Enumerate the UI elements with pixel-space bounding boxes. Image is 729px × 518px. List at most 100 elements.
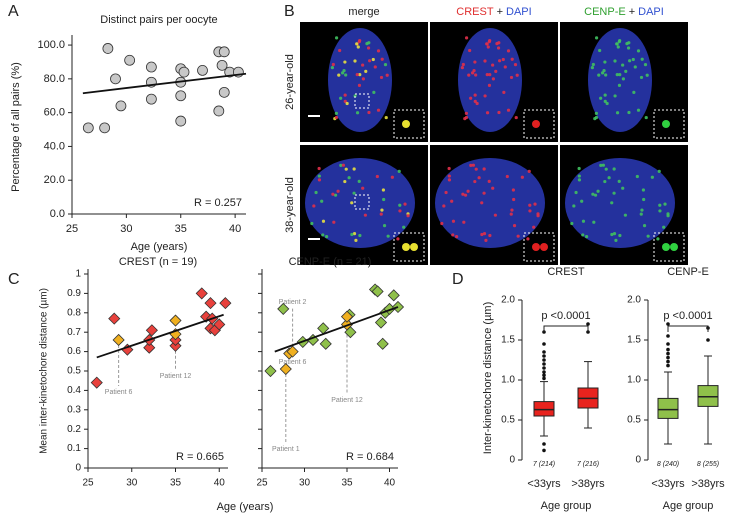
kinetochore [406, 214, 410, 218]
point [197, 65, 208, 76]
kinetochore [491, 77, 495, 81]
y-tick-label: 0.5 [67, 366, 81, 377]
kinetochore [491, 63, 495, 67]
kinetochore [344, 167, 348, 171]
kinetochore [345, 101, 349, 106]
x-tick-label: <33yrs [651, 478, 685, 490]
header-part: merge [348, 6, 379, 18]
kinetochore [628, 59, 632, 63]
kinetochore [350, 232, 354, 237]
kinetochore [593, 193, 598, 197]
outlier [666, 359, 670, 364]
kinetochore [347, 176, 351, 180]
annotation: R = 0.665 [176, 451, 224, 463]
header-part: DAPI [506, 6, 532, 18]
kinetochore [618, 73, 622, 77]
kinetochore [624, 69, 628, 73]
kinetochore [455, 235, 459, 239]
micrographs: merge CREST + DAPI CENP-E + DAPI26-year-old38-… [284, 6, 688, 265]
kinetochore [469, 96, 473, 100]
y-tick-label: 2.0 [501, 295, 515, 306]
outlier [542, 373, 546, 378]
outlier [666, 363, 670, 368]
kinetochore [461, 192, 465, 196]
kinetochore [357, 83, 362, 87]
kinetochore [397, 169, 401, 173]
kinetochore [333, 193, 338, 197]
kinetochore [451, 233, 455, 237]
x-tick-label: 30 [299, 478, 311, 489]
kinetochore [367, 110, 371, 115]
kinetochore [310, 221, 314, 226]
kinetochore [621, 186, 625, 190]
kinetochore [357, 179, 361, 183]
kinetochore [625, 41, 629, 46]
kinetochore [473, 60, 477, 64]
kinetochore [482, 231, 487, 236]
kinetochore [386, 234, 390, 238]
kinetochore [402, 225, 406, 229]
kinetochore [480, 232, 484, 237]
kinetochore [343, 93, 347, 97]
annotation: Patient 6 [105, 389, 133, 396]
dapi [588, 28, 652, 132]
kinetochore [510, 208, 514, 212]
kinetochore [357, 40, 361, 44]
kinetochore [511, 188, 516, 192]
kinetochore [488, 233, 492, 238]
kinetochore [532, 225, 536, 229]
kinetochore [379, 75, 384, 80]
y-tick-label: 0.9 [67, 288, 81, 299]
kinetochore [656, 237, 660, 241]
roi [354, 194, 370, 210]
kinetochore [485, 73, 489, 77]
kinetochore [342, 69, 346, 73]
kinetochore [485, 42, 489, 46]
outlier [542, 442, 546, 446]
kinetochore [461, 62, 465, 67]
kinetochore [341, 163, 345, 167]
kinetochore [473, 93, 477, 97]
kinetochore [596, 189, 600, 193]
kinetochore [599, 163, 603, 167]
point [145, 93, 157, 105]
y-tick-label: 0 [635, 455, 641, 466]
kinetochore [356, 45, 360, 49]
x-tick-label: 35 [341, 478, 353, 489]
outlier [666, 351, 670, 356]
kinetochore [320, 199, 324, 203]
kinetochore [580, 199, 584, 203]
outlier [542, 350, 546, 354]
kinetochore [358, 73, 362, 77]
point [213, 318, 226, 331]
kinetochore [376, 108, 381, 112]
panel-letter: D [452, 271, 464, 288]
point [264, 364, 277, 378]
header-part: DAPI [638, 6, 664, 18]
bracket [543, 325, 589, 332]
x-tick-label: 35 [170, 478, 182, 489]
kinetochore [621, 63, 625, 67]
kinetochore [477, 176, 481, 180]
kinetochore [501, 57, 505, 62]
kinetochore [355, 73, 359, 77]
kinetochore [493, 213, 497, 217]
kinetochore [382, 223, 387, 228]
kinetochore [636, 108, 641, 112]
point [175, 115, 187, 127]
kinetochore [337, 73, 341, 77]
kinetochore [340, 71, 345, 75]
dapi [458, 28, 522, 132]
kinetochore [607, 176, 611, 180]
kinetochore [317, 166, 321, 171]
inset [393, 109, 425, 139]
kinetochore [365, 41, 369, 46]
point [340, 310, 354, 323]
inset [653, 232, 685, 262]
inset-dot [670, 243, 678, 251]
kinetochore [353, 94, 357, 98]
kinetochore [361, 77, 365, 81]
kinetochore [361, 186, 365, 190]
point [286, 345, 299, 358]
outlier [706, 338, 710, 342]
